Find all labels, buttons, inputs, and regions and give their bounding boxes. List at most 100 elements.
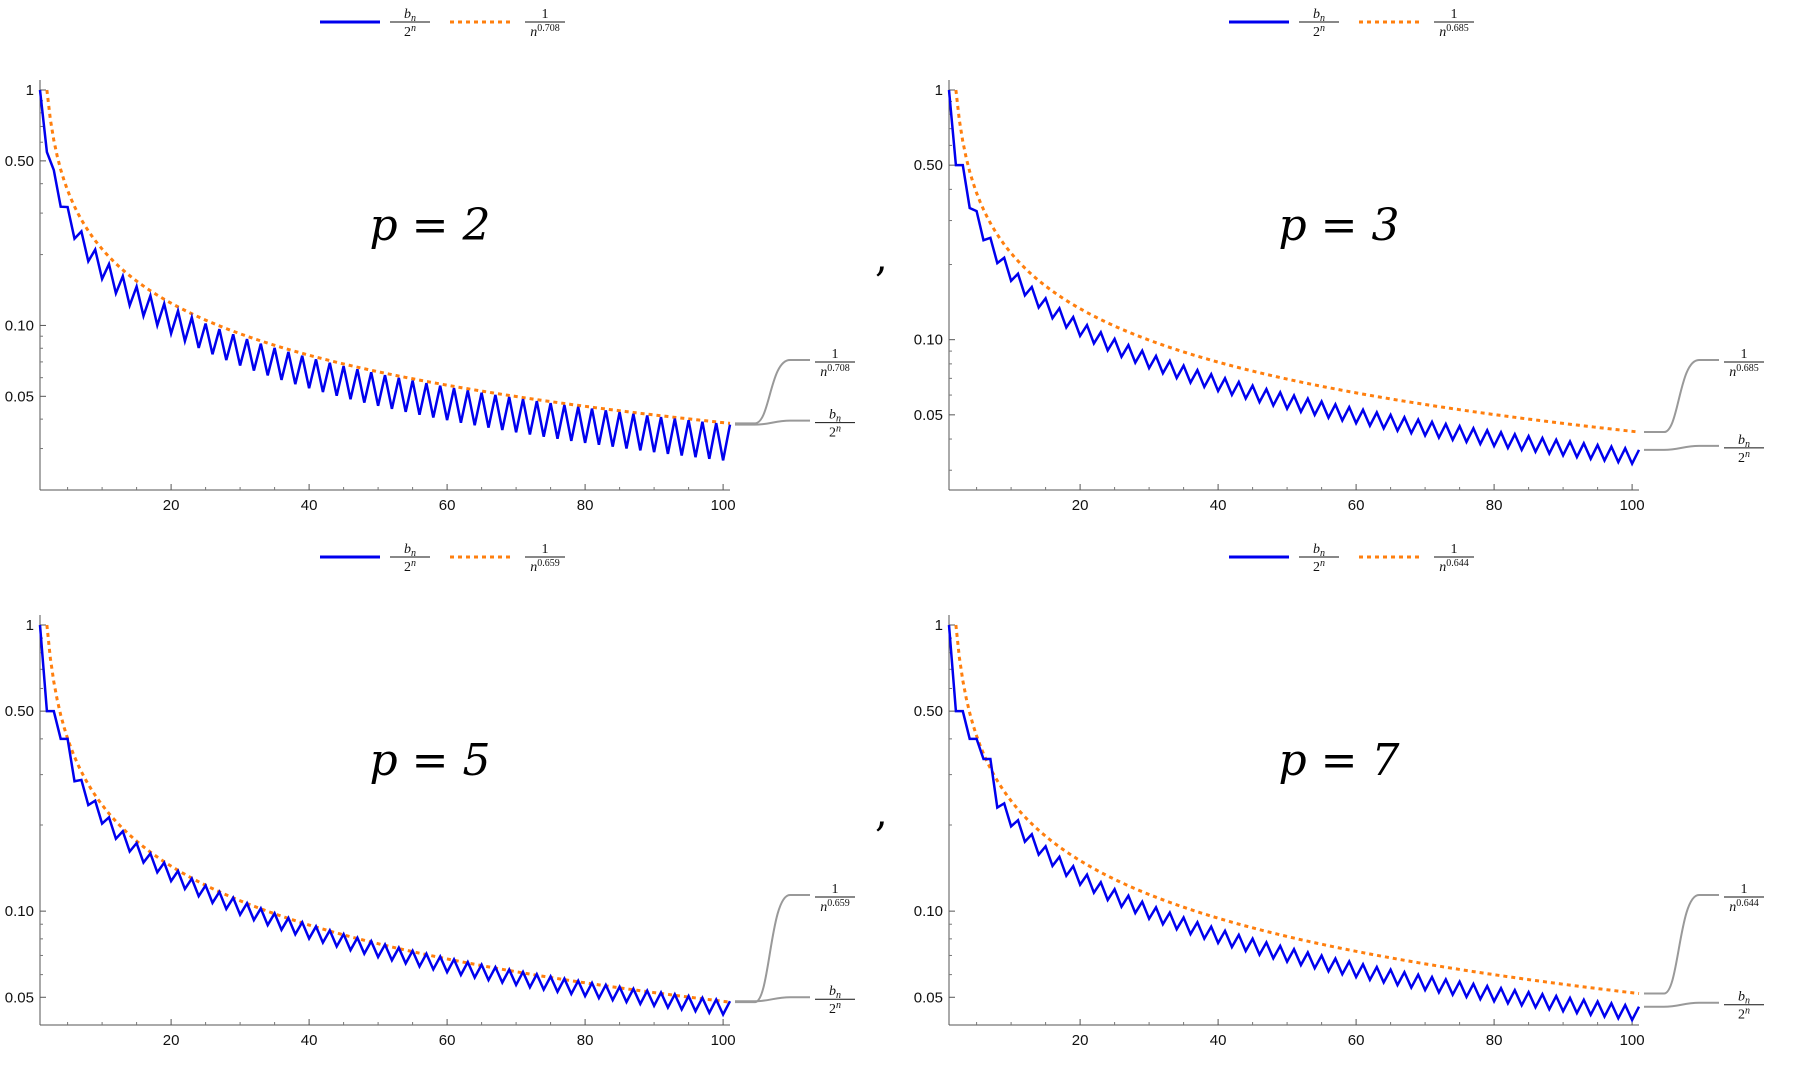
x-tick-label-20: 20 — [163, 1032, 180, 1049]
legend-label-power-denominator: n0.659 — [530, 558, 560, 575]
callout-label-bn-numerator: bn — [1738, 990, 1750, 1007]
legend-label-bn-denominator: 2n — [1313, 558, 1325, 575]
callout-label-power-numerator: 1 — [1741, 347, 1748, 362]
panel-label: p = 3 — [1279, 200, 1400, 251]
legend-label-power: 1n0.708 — [525, 7, 565, 40]
y-tick-label-2: 0.10 — [914, 903, 943, 920]
callout-label-power: 1n0.644 — [1724, 882, 1764, 915]
series-dashed-power-law — [45, 624, 731, 1004]
x-tick-label-80: 80 — [577, 1032, 594, 1049]
y-tick-label-1: 0.50 — [914, 157, 943, 174]
legend-label-bn-numerator: bn — [1313, 7, 1325, 24]
y-tick-label-3: 0.05 — [914, 407, 943, 424]
y-tick-label-0: 1 — [935, 617, 943, 634]
callout-line-power — [1644, 359, 1719, 434]
panel-label: p = 7 — [1279, 735, 1400, 786]
chart-panel-p2: 20 40 60 80 100 1 0.50 0.10 0.05 bn 2n 1 n0.708 p = 2… — [0, 0, 908, 534]
y-tick-label-0: 1 — [26, 617, 34, 634]
callout-label-power-numerator: 1 — [1741, 882, 1748, 897]
y-tick-label-1: 0.50 — [5, 153, 34, 170]
callout-line-bn — [735, 996, 810, 1003]
y-tick-label-0: 1 — [26, 82, 34, 99]
series-dashed-power-law — [45, 89, 731, 425]
callout-label-power: 1n0.659 — [815, 882, 855, 915]
callout-label-power-denominator: n0.708 — [820, 363, 850, 380]
legend-label-power-numerator: 1 — [542, 542, 549, 557]
y-tick-label-3: 0.05 — [5, 388, 34, 405]
x-tick-label-60: 60 — [1348, 1032, 1365, 1049]
legend-label-bn-denominator: 2n — [404, 558, 416, 575]
legend-label-bn-numerator: bn — [1313, 542, 1325, 559]
callout-label-bn-denominator: 2n — [1738, 1006, 1750, 1023]
y-tick-label-2: 0.10 — [5, 317, 34, 334]
legend-label-bn-numerator: bn — [404, 542, 416, 559]
legend-label-power-denominator: n0.685 — [1439, 23, 1469, 40]
series-bn-over-2n — [947, 89, 1641, 467]
separator-comma-bottom: , — [875, 790, 888, 836]
legend-label-power: 1n0.685 — [1434, 7, 1474, 40]
legend-label-power-numerator: 1 — [1451, 542, 1458, 557]
x-tick-label-40: 40 — [301, 497, 318, 514]
legend-label-bn-numerator: bn — [404, 7, 416, 24]
legend-label-power-denominator: n0.644 — [1439, 558, 1469, 575]
x-tick-label-20: 20 — [163, 497, 180, 514]
x-tick-label-20: 20 — [1072, 1032, 1089, 1049]
x-tick-label-40: 40 — [1210, 497, 1227, 514]
series-dashed-power-law — [954, 624, 1640, 996]
x-tick-label-100: 100 — [1620, 497, 1645, 514]
callout-label-power: 1n0.708 — [815, 347, 855, 380]
chart-panel-p7: 20 40 60 80 100 1 0.50 0.10 0.05 bn 2n 1 n0.644 p = 7… — [909, 535, 1817, 1069]
x-tick-label-60: 60 — [1348, 497, 1365, 514]
legend-label-power-numerator: 1 — [1451, 7, 1458, 22]
callout-label-bn-numerator: bn — [829, 984, 841, 1001]
callout-label-bn-numerator: bn — [829, 408, 841, 425]
x-tick-label-60: 60 — [439, 497, 456, 514]
x-tick-label-80: 80 — [1486, 497, 1503, 514]
x-tick-label-80: 80 — [1486, 1032, 1503, 1049]
callout-line-power — [735, 894, 810, 1004]
callout-label-power-numerator: 1 — [832, 347, 839, 362]
callout-label-bn-denominator: 2n — [1738, 449, 1750, 466]
x-tick-label-100: 100 — [1620, 1032, 1645, 1049]
chart-panel-p3: 20 40 60 80 100 1 0.50 0.10 0.05 bn 2n 1 n0.685 p = 3… — [909, 0, 1817, 534]
callout-label-bn-numerator: bn — [1738, 433, 1750, 450]
legend-label-power: 1n0.659 — [525, 542, 565, 575]
callout-line-bn — [1644, 444, 1719, 451]
panel-label: p = 2 — [370, 200, 491, 251]
callout-label-power-denominator: n0.685 — [1729, 363, 1759, 380]
x-tick-label-20: 20 — [1072, 497, 1089, 514]
legend-label-power-denominator: n0.708 — [530, 23, 560, 40]
x-tick-label-100: 100 — [711, 497, 736, 514]
callout-label-power-numerator: 1 — [832, 882, 839, 897]
callout-label-bn-denominator: 2n — [829, 1000, 841, 1017]
callout-line-power — [735, 359, 810, 425]
separator-comma-top: , — [875, 235, 888, 281]
y-tick-label-3: 0.05 — [5, 989, 34, 1006]
callout-label-bn-denominator: 2n — [829, 424, 841, 441]
panel-label: p = 5 — [370, 735, 491, 786]
x-tick-label-80: 80 — [577, 497, 594, 514]
legend-label-bn-denominator: 2n — [404, 23, 416, 40]
series-bn-over-2n — [947, 624, 1641, 1023]
x-tick-label-60: 60 — [439, 1032, 456, 1049]
x-tick-label-40: 40 — [301, 1032, 318, 1049]
series-bn-over-2n — [38, 624, 732, 1018]
series-dashed-power-law — [954, 89, 1640, 434]
legend-label-power: 1n0.644 — [1434, 542, 1474, 575]
legend-label-bn-denominator: 2n — [1313, 23, 1325, 40]
y-tick-label-3: 0.05 — [914, 989, 943, 1006]
callout-label-power: 1n0.685 — [1724, 347, 1764, 380]
callout-label-power-denominator: n0.644 — [1729, 898, 1759, 915]
series-bn-over-2n — [38, 89, 732, 461]
callout-line-bn — [1644, 1001, 1719, 1008]
